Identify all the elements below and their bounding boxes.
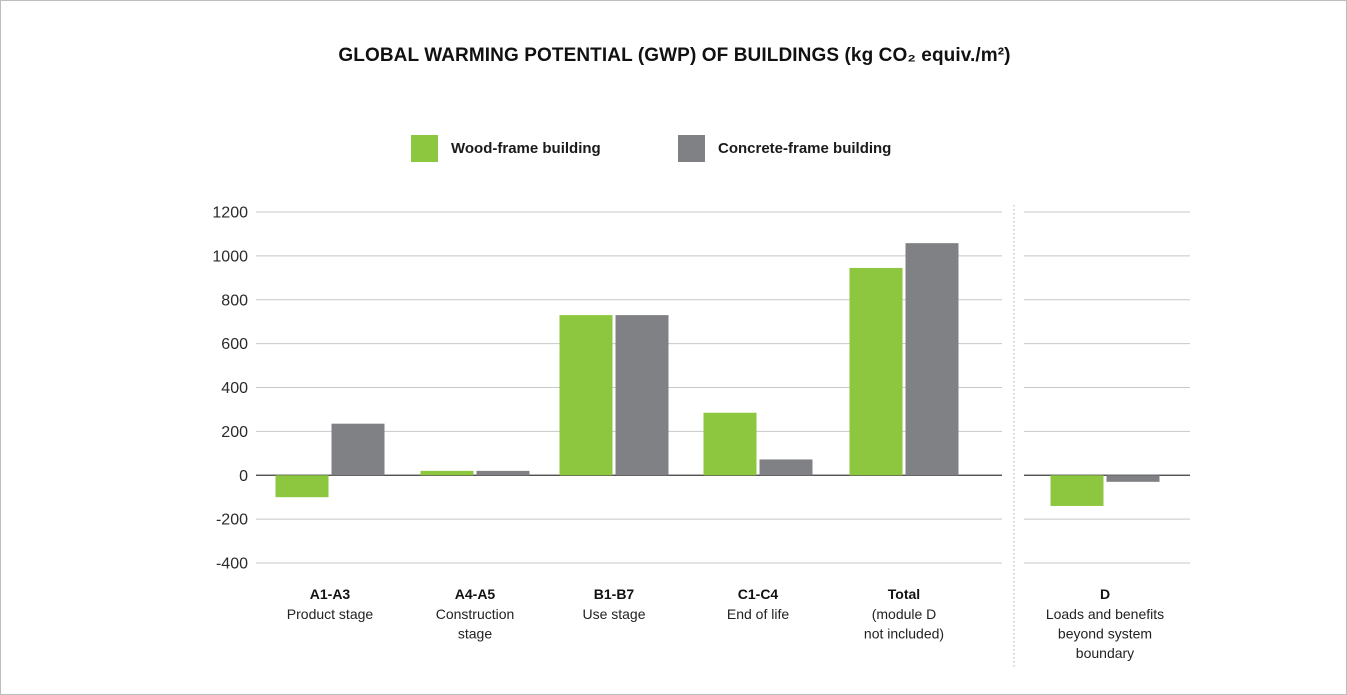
bar-concrete-b1-b7: [615, 315, 669, 476]
y-tick-label: 1200: [212, 205, 248, 222]
legend-item-wood: Wood-frame building: [411, 135, 601, 162]
y-tick-label: 600: [221, 336, 248, 353]
bar-wood-b1-b7: [559, 315, 613, 476]
x-category-desc: boundary: [1076, 645, 1134, 661]
bar-concrete-a1-a3: [331, 423, 385, 476]
bar-concrete-c1-c4: [759, 459, 813, 476]
x-category-desc: End of life: [727, 606, 789, 622]
legend-swatch-concrete: [678, 135, 705, 162]
x-category-desc: Product stage: [287, 606, 374, 622]
legend-item-concrete: Concrete-frame building: [678, 135, 891, 162]
legend-swatch-wood: [411, 135, 438, 162]
bar-wood-a1-a3: [275, 475, 329, 498]
bar-concrete-a4-a5: [476, 470, 530, 476]
x-category-desc: Use stage: [582, 606, 645, 622]
x-category-code: D: [1100, 586, 1110, 602]
bar-wood-total: [849, 267, 903, 476]
x-category-code: C1-C4: [738, 586, 779, 602]
x-category-desc: Loads and benefits: [1046, 606, 1164, 622]
y-tick-label: -200: [216, 512, 248, 529]
chart-legend: Wood-frame building Concrete-frame build…: [1, 135, 1347, 165]
bar-wood-a4-a5: [420, 470, 474, 476]
x-category-desc: not included): [864, 626, 944, 642]
legend-label-concrete: Concrete-frame building: [718, 140, 892, 157]
x-category-code: Total: [888, 586, 920, 602]
y-tick-label: 400: [221, 380, 248, 397]
bar-concrete-total: [905, 243, 959, 476]
bar-wood-d: [1050, 475, 1104, 506]
bar-wood-c1-c4: [703, 412, 757, 476]
chart-title: GLOBAL WARMING POTENTIAL (GWP) OF BUILDI…: [338, 45, 1011, 66]
y-tick-label: 200: [221, 424, 248, 441]
y-tick-label: 800: [221, 292, 248, 309]
legend-label-wood: Wood-frame building: [451, 140, 601, 157]
x-category-desc: stage: [458, 626, 492, 642]
x-category-desc: Construction: [436, 606, 515, 622]
x-category-desc: (module D: [872, 606, 937, 622]
x-category-code: A4-A5: [455, 586, 496, 602]
y-tick-label: -400: [216, 556, 248, 573]
y-tick-label: 0: [239, 468, 248, 485]
bar-concrete-d: [1106, 475, 1160, 482]
x-category-code: A1-A3: [310, 586, 351, 602]
x-category-code: B1-B7: [594, 586, 635, 602]
x-category-desc: beyond system: [1058, 626, 1152, 642]
y-tick-label: 1000: [212, 248, 248, 265]
